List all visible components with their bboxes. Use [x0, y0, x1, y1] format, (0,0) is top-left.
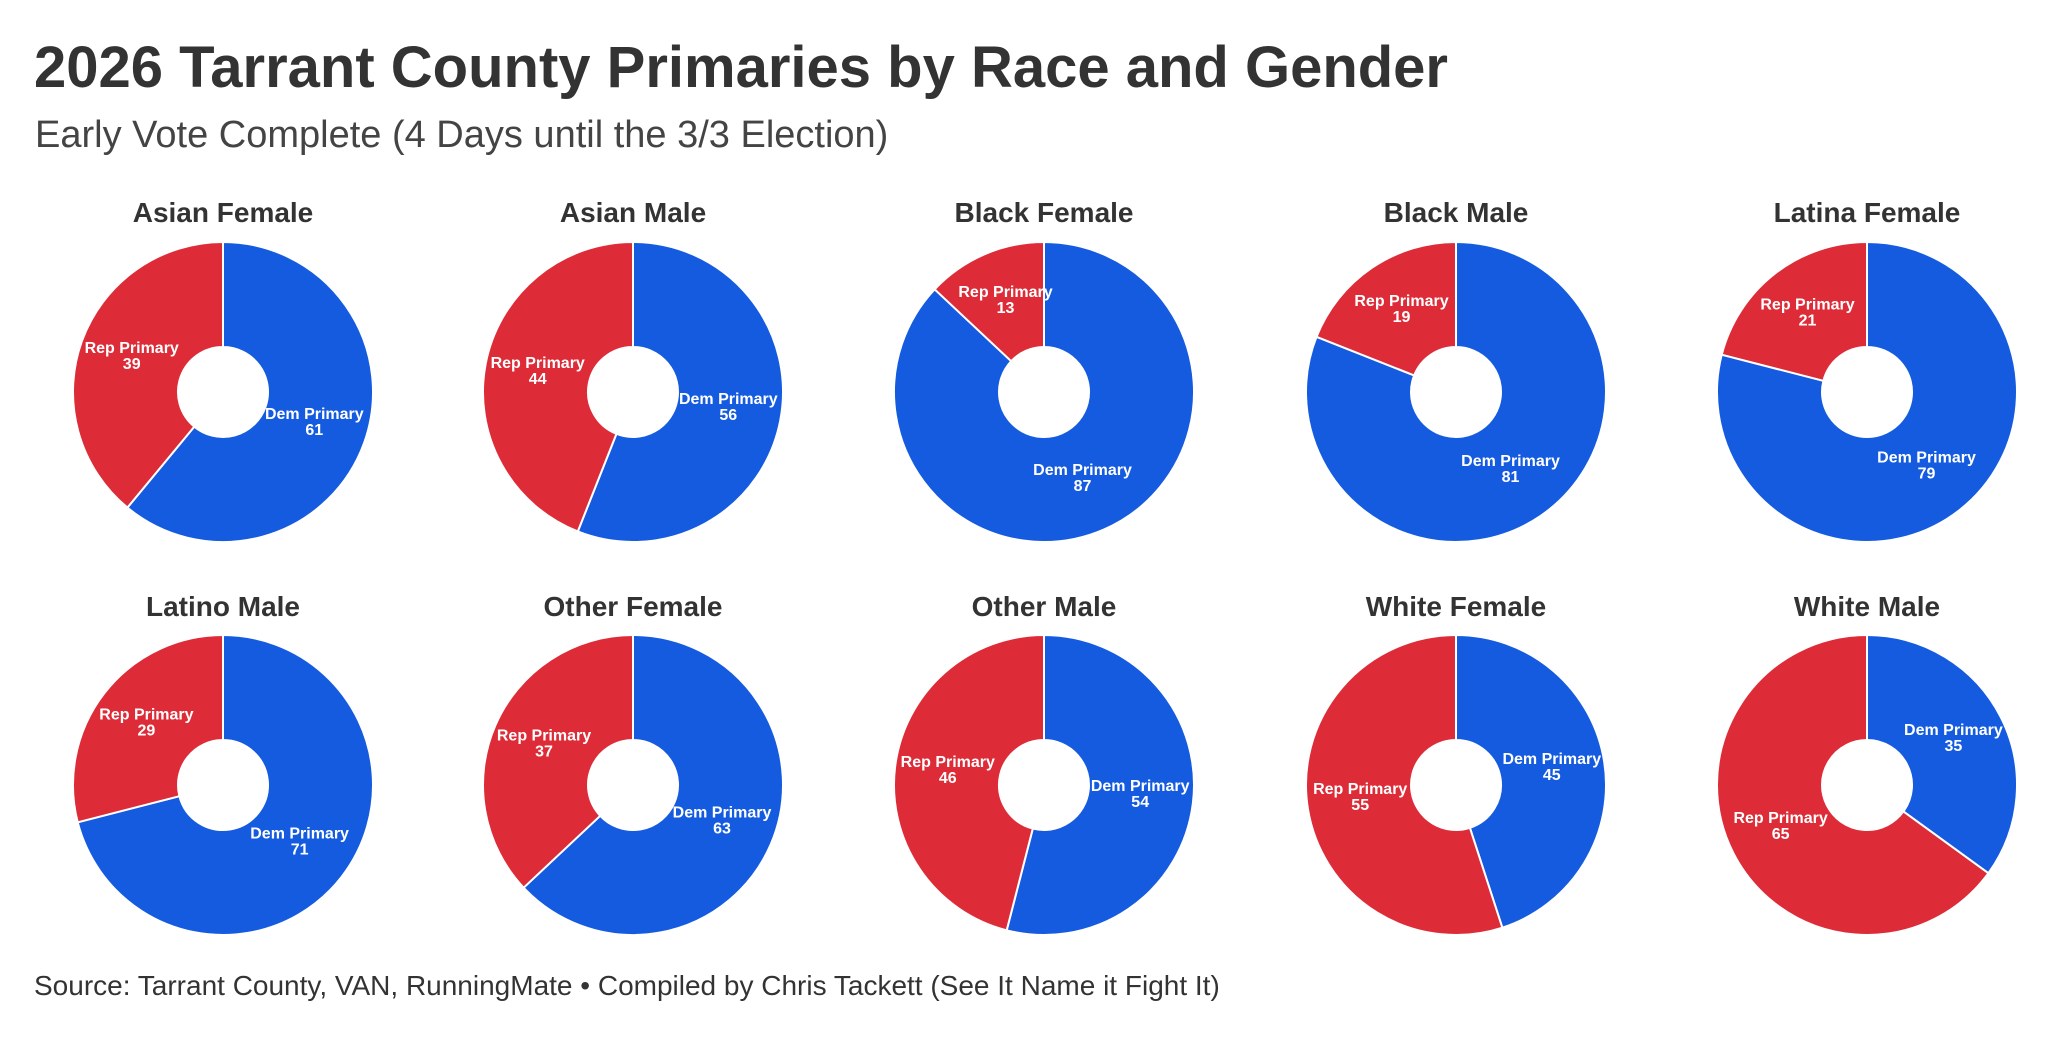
- slice-value-dem-black-male: 81: [1502, 469, 1520, 486]
- panel-title-black-male: Black Male: [1384, 197, 1529, 228]
- slice-label-dem-asian-male: Dem Primary: [679, 391, 778, 408]
- slice-dem-asian-male: [576, 241, 784, 543]
- chart-subtitle: Early Vote Complete (4 Days until the 3/…: [35, 114, 889, 156]
- panel-title-asian-male: Asian Male: [560, 197, 706, 228]
- slice-rep-other-male: [893, 634, 1045, 932]
- panel-title-other-female: Other Female: [544, 591, 723, 622]
- slice-value-dem-latino-male: 71: [291, 842, 309, 859]
- slice-rep-asian-male: [482, 241, 634, 533]
- slice-label-rep-asian-female: Rep Primary: [85, 340, 179, 357]
- slice-label-rep-other-female: Rep Primary: [497, 728, 591, 745]
- slice-label-rep-black-female: Rep Primary: [958, 284, 1052, 301]
- slice-label-dem-latina-female: Dem Primary: [1877, 450, 1976, 467]
- slice-label-rep-white-male: Rep Primary: [1733, 810, 1827, 827]
- slice-dem-other-male: [1005, 634, 1195, 936]
- slice-value-dem-other-male: 54: [1131, 794, 1149, 811]
- slice-label-dem-other-female: Dem Primary: [673, 805, 772, 822]
- slice-rep-latina-female: [1720, 241, 1868, 382]
- slice-label-rep-white-female: Rep Primary: [1313, 781, 1407, 798]
- slice-label-rep-asian-male: Rep Primary: [491, 355, 585, 372]
- slice-dem-asian-female: [126, 241, 374, 543]
- slice-value-dem-asian-male: 56: [719, 407, 737, 424]
- slice-value-rep-latino-male: 29: [138, 723, 156, 740]
- slice-label-dem-black-female: Dem Primary: [1033, 462, 1132, 479]
- panel-title-black-female: Black Female: [955, 197, 1134, 228]
- slice-label-dem-white-male: Dem Primary: [1904, 722, 2003, 739]
- slice-label-dem-asian-female: Dem Primary: [265, 406, 364, 423]
- slice-value-rep-black-male: 19: [1393, 309, 1411, 326]
- slice-rep-other-female: [482, 634, 634, 889]
- slice-value-dem-other-female: 63: [713, 821, 731, 838]
- slice-value-dem-latina-female: 79: [1918, 466, 1936, 483]
- slice-rep-white-male: [1716, 634, 1990, 936]
- slice-value-rep-latina-female: 21: [1799, 312, 1817, 329]
- slice-value-rep-asian-male: 44: [529, 371, 547, 388]
- slice-dem-other-female: [522, 634, 784, 936]
- slice-value-rep-white-male: 65: [1772, 826, 1790, 843]
- slice-rep-black-male: [1315, 241, 1457, 377]
- slice-dem-latino-male: [76, 634, 374, 936]
- slice-label-dem-black-male: Dem Primary: [1461, 453, 1560, 470]
- slice-dem-black-male: [1305, 241, 1607, 543]
- panel-title-white-male: White Male: [1794, 591, 1940, 622]
- panel-title-latina-female: Latina Female: [1774, 197, 1961, 228]
- slice-dem-white-female: [1455, 634, 1607, 929]
- slice-label-dem-latino-male: Dem Primary: [250, 826, 349, 843]
- slice-value-rep-asian-female: 39: [123, 356, 141, 373]
- slice-label-rep-latina-female: Rep Primary: [1760, 296, 1854, 313]
- slice-rep-latino-male: [72, 634, 224, 824]
- slice-value-dem-black-female: 87: [1074, 478, 1092, 495]
- panel-title-white-female: White Female: [1366, 591, 1546, 622]
- slice-value-dem-white-male: 35: [1945, 738, 1963, 755]
- slice-value-rep-other-male: 46: [939, 770, 957, 787]
- slice-dem-latina-female: [1716, 241, 2018, 543]
- chart-title: 2026 Tarrant County Primaries by Race an…: [34, 35, 1449, 100]
- slice-label-dem-white-female: Dem Primary: [1502, 751, 1601, 768]
- panel-title-latino-male: Latino Male: [146, 591, 300, 622]
- slice-value-rep-white-female: 55: [1351, 797, 1369, 814]
- slice-value-dem-white-female: 45: [1543, 767, 1561, 784]
- slice-dem-black-female: [893, 241, 1195, 543]
- slice-dem-white-male: [1866, 634, 2018, 875]
- slice-label-dem-other-male: Dem Primary: [1091, 778, 1190, 795]
- slice-label-rep-black-male: Rep Primary: [1354, 293, 1448, 310]
- slice-rep-black-female: [933, 241, 1045, 363]
- slice-rep-white-female: [1305, 634, 1504, 936]
- panel-title-other-male: Other Male: [972, 591, 1117, 622]
- slice-value-dem-asian-female: 61: [305, 422, 323, 439]
- slice-rep-asian-female: [72, 241, 224, 509]
- slice-label-rep-latino-male: Rep Primary: [99, 707, 193, 724]
- slice-label-rep-other-male: Rep Primary: [901, 754, 995, 771]
- source-note: Source: Tarrant County, VAN, RunningMate…: [34, 970, 1220, 1001]
- panel-title-asian-female: Asian Female: [133, 197, 314, 228]
- slice-value-rep-black-female: 13: [997, 300, 1015, 317]
- slice-value-rep-other-female: 37: [535, 744, 553, 761]
